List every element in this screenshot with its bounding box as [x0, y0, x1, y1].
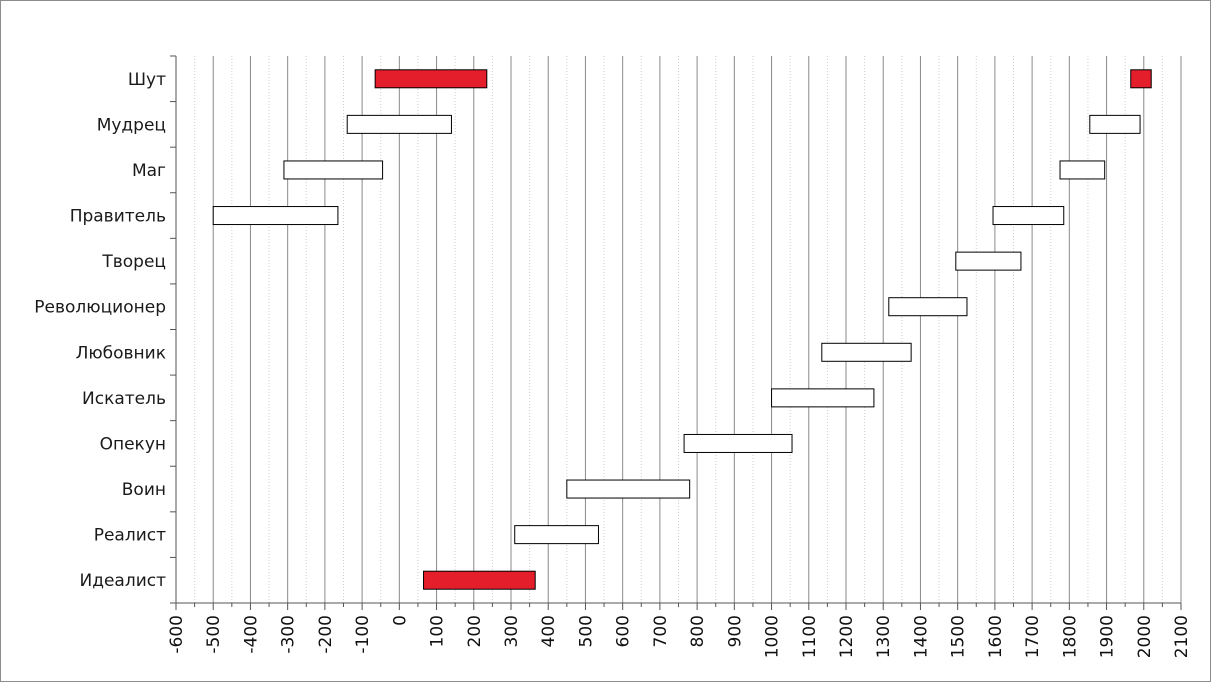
x-tick-label: 400: [539, 615, 559, 647]
x-tick-label: -300: [279, 615, 299, 654]
x-tick-label: 1700: [1023, 615, 1043, 658]
x-tick-label: 1800: [1060, 615, 1080, 658]
range-bar: [423, 570, 536, 590]
x-tick-labels: -600 -500 -400 -300 -200 -100 0 100 200 300 400 500…: [167, 615, 1192, 658]
x-tick-label: 2100: [1172, 615, 1192, 658]
category-label: Реалист: [94, 526, 166, 546]
x-tick-label: -500: [204, 615, 224, 654]
x-tick-label: 1900: [1098, 615, 1118, 658]
x-tick-label: 1400: [911, 615, 931, 658]
x-tick-label: 0: [390, 615, 410, 626]
category-label: Шут: [128, 70, 166, 90]
range-bar: [683, 433, 793, 453]
x-tick-label: 200: [465, 615, 485, 647]
x-tick-label: 100: [428, 615, 448, 647]
x-tick-label: -400: [241, 615, 261, 654]
category-label: Революционер: [34, 298, 166, 318]
category-label: Маг: [132, 161, 166, 181]
x-tick-label: 1200: [837, 615, 857, 658]
range-bar: [1089, 114, 1141, 134]
category-label: Правитель: [70, 207, 166, 227]
x-tick-label: 1000: [763, 615, 783, 658]
category-label: Творец: [101, 252, 166, 272]
range-bar: [955, 251, 1022, 271]
x-tick-label: 800: [688, 615, 708, 647]
category-label: Воин: [122, 480, 166, 500]
range-bar: [374, 69, 488, 89]
range-bar: [566, 479, 691, 499]
range-bar: [212, 206, 339, 226]
range-bar: [821, 342, 912, 362]
x-tick-label: 300: [502, 615, 522, 647]
x-tick-label: 700: [651, 615, 671, 647]
range-bar: [346, 114, 452, 134]
bars: [212, 69, 1152, 590]
category-label: Любовник: [76, 343, 166, 363]
x-tick-label: -600: [167, 615, 187, 654]
x-tick-label: 2000: [1135, 615, 1155, 658]
x-tick-label: 900: [725, 615, 745, 647]
x-tick-label: 500: [576, 615, 596, 647]
range-bar: [283, 160, 384, 180]
category-labels: Шут Мудрец Маг Правитель Творец Революционер Л…: [34, 70, 166, 591]
category-label: Искатель: [82, 389, 166, 409]
x-tick-label: 1600: [986, 615, 1006, 658]
range-bar: [992, 206, 1065, 226]
x-tick-label: -100: [353, 615, 373, 654]
x-tick-label: -200: [316, 615, 336, 654]
category-label: Мудрец: [97, 115, 166, 135]
x-tick-label: 600: [614, 615, 634, 647]
range-bar: [1130, 69, 1152, 89]
x-tick-label: 1500: [949, 615, 969, 658]
grid-lines: [194, 56, 1182, 603]
x-tick-label: 1100: [800, 615, 820, 658]
range-bar: [514, 525, 599, 545]
category-label: Идеалист: [79, 571, 166, 591]
category-label: Опекун: [100, 434, 166, 454]
x-tick-label: 1300: [874, 615, 894, 658]
range-bar: [771, 388, 875, 408]
range-bar: [1059, 160, 1106, 180]
range-bar: [888, 297, 968, 317]
axes: [170, 55, 1182, 610]
